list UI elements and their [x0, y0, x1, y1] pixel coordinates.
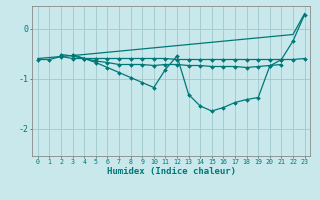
X-axis label: Humidex (Indice chaleur): Humidex (Indice chaleur) [107, 167, 236, 176]
